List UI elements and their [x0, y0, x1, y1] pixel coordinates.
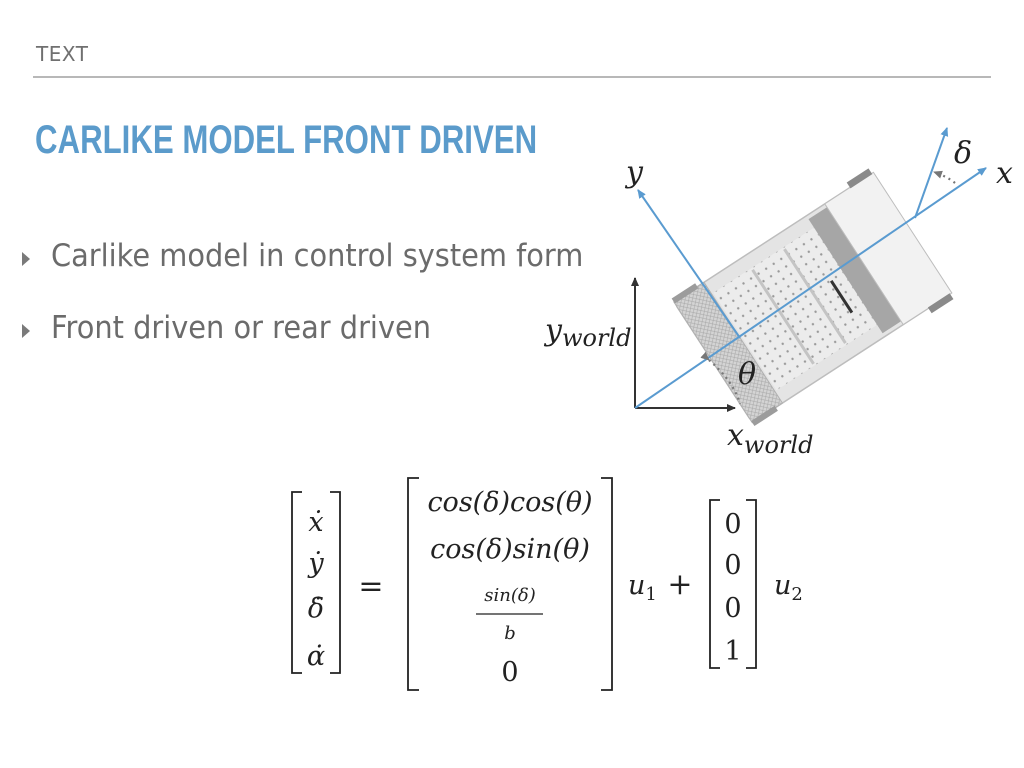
u2-main: u	[774, 570, 791, 601]
col2-row1: 0	[724, 509, 741, 540]
lhs-x-dot: ẋ	[308, 507, 323, 538]
col1-row1: cos(δ)cos(θ)	[427, 487, 592, 518]
car-illustration	[671, 168, 954, 427]
col1-row3-denominator: b	[504, 623, 516, 644]
delta-label: δ	[954, 136, 972, 171]
body-y-label: y	[624, 155, 644, 190]
u1-sub: 1	[645, 584, 656, 605]
col2-row2: 0	[724, 550, 741, 581]
triangle-bullet-icon	[22, 252, 30, 266]
lhs-bracket-right	[330, 491, 341, 674]
lhs-alpha-dot: α̇	[307, 641, 325, 672]
col1-bracket-left	[407, 477, 419, 691]
y-world-sub: world	[562, 324, 632, 352]
col2-bracket-left	[709, 499, 720, 669]
y-world-main: y	[543, 313, 563, 348]
u2-sub: 2	[791, 584, 802, 605]
header-divider	[33, 76, 991, 78]
bullet-list: Carlike model in control system form Fro…	[22, 238, 623, 382]
lhs-delta-dot: δ̇	[308, 593, 324, 624]
body-x-label: x	[996, 156, 1013, 191]
theta-label: θ	[738, 357, 756, 392]
triangle-bullet-icon	[22, 324, 30, 338]
bullet-item: Front driven or rear driven	[22, 310, 623, 382]
delta-angle-arc	[933, 170, 956, 184]
body-y-axis	[637, 189, 741, 339]
col1-row4: 0	[501, 657, 518, 688]
x-world-label: xworld	[727, 418, 813, 459]
u2-term: u2	[774, 570, 803, 605]
col1-row3-numerator: sin(δ)	[484, 585, 535, 606]
lhs-y-dot: ẏ	[307, 548, 324, 579]
col2-row4: 1	[724, 636, 741, 667]
bullet-item: Carlike model in control system form	[22, 238, 623, 310]
header-label: TEXT	[36, 42, 89, 66]
body-x-axis	[634, 167, 987, 409]
col2-bracket-right	[746, 499, 757, 669]
bullet-text: Front driven or rear driven	[51, 310, 432, 346]
u1-term: u1	[628, 570, 657, 605]
plus-sign: +	[667, 567, 692, 602]
x-world-sub: world	[744, 431, 814, 459]
y-world-label: yworld	[543, 313, 631, 352]
x-world-main: x	[727, 418, 744, 453]
steering-axis	[914, 127, 949, 219]
bullet-text: Carlike model in control system form	[51, 238, 584, 274]
lhs-bracket-left	[291, 491, 302, 674]
equals-sign: =	[358, 569, 383, 604]
u1-main: u	[628, 570, 645, 601]
col2-row3: 0	[724, 593, 741, 624]
col1-row2: cos(δ)sin(θ)	[430, 534, 590, 565]
state-equation: ẋ ẏ δ̇ α̇ = cos(δ)cos(θ) cos(δ)sin(θ) si…	[291, 477, 803, 691]
slide-title: CARLIKE MODEL FRONT DRIVEN	[35, 118, 538, 162]
col1-bracket-right	[601, 477, 613, 691]
